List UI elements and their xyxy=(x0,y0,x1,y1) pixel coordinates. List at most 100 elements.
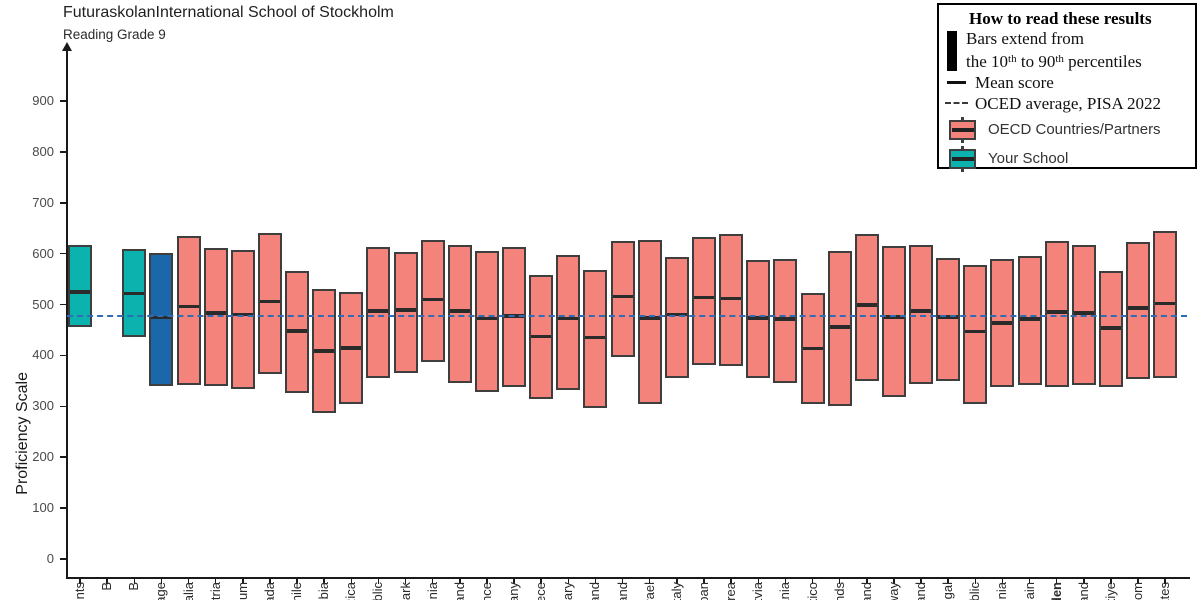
mean-line xyxy=(314,349,335,353)
bar xyxy=(637,239,662,405)
page-title: FuturaskolanInternational School of Stoc… xyxy=(63,4,394,21)
x-tick-label-text: Colombia xyxy=(316,582,331,600)
x-axis-tick xyxy=(106,578,108,584)
mean-line xyxy=(911,309,932,313)
bar xyxy=(393,252,418,374)
x-tick-label-text: Germany xyxy=(506,582,521,600)
x-axis-tick xyxy=(784,578,787,584)
bar xyxy=(339,292,364,405)
x-axis-tick xyxy=(730,578,732,584)
bar xyxy=(746,259,771,378)
y-axis-arrow xyxy=(62,42,72,51)
x-axis-tick xyxy=(431,578,434,584)
dashed-line-icon xyxy=(945,102,968,104)
mean-line xyxy=(992,321,1013,325)
percentile-range-icon xyxy=(947,31,957,71)
x-tick-label-text: B xyxy=(126,582,142,591)
legend-countries-label: OECD Countries/Partners xyxy=(988,121,1161,138)
x-axis-tick xyxy=(1083,578,1085,584)
mean-line xyxy=(612,294,633,299)
mean-line xyxy=(205,311,226,315)
mean-line xyxy=(1019,317,1040,321)
x-axis-tick xyxy=(160,578,163,584)
x-axis-tick xyxy=(1137,578,1139,584)
legend-box: How to read these results Bars extend fr… xyxy=(937,3,1197,172)
oecd-average-line xyxy=(67,315,1187,318)
x-tick-label-text: Finland xyxy=(452,582,467,600)
x-axis-tick xyxy=(377,578,380,584)
x-tick-label-text: Greece xyxy=(533,582,548,600)
y-tick-label: 600 xyxy=(32,245,54,261)
legend-school-label: Your School xyxy=(988,150,1069,167)
y-axis-tick xyxy=(60,405,67,408)
mean-line xyxy=(1155,301,1176,306)
x-axis-tick xyxy=(974,578,977,584)
mean-line xyxy=(1073,311,1094,315)
legend-percentile-text: Bars extend from the 10th to 90th percen… xyxy=(966,29,1142,71)
y-tick-label: 900 xyxy=(32,92,54,108)
legend-oecd-average-label: OCED average, PISA 2022 xyxy=(975,94,1162,113)
x-axis-tick xyxy=(893,578,895,584)
mean-line xyxy=(585,335,606,340)
bar xyxy=(854,234,879,381)
x-tick-label-text: B xyxy=(99,582,115,591)
y-tick-label: 200 xyxy=(32,449,54,465)
x-tick-label-text: Canada xyxy=(262,582,277,600)
bar xyxy=(1153,230,1178,378)
y-tick-label: 100 xyxy=(32,500,54,516)
y-axis-tick xyxy=(60,202,67,204)
y-axis-tick xyxy=(60,354,67,357)
x-tick-label-text: Estonia xyxy=(425,582,440,600)
mean-line xyxy=(395,308,416,312)
mean-line xyxy=(721,296,742,301)
bar xyxy=(230,250,255,390)
mean-line xyxy=(124,291,145,296)
bar xyxy=(719,233,744,366)
x-tick-label-text: Netherlands xyxy=(832,582,847,600)
bar xyxy=(176,235,201,385)
legend-mean-label: Mean score xyxy=(975,73,1054,92)
bar xyxy=(583,269,608,408)
mean-line xyxy=(287,329,308,333)
y-tick-label: 300 xyxy=(32,398,54,414)
bar xyxy=(366,246,391,379)
mean-line xyxy=(70,290,90,294)
x-axis-tick xyxy=(838,578,841,584)
y-axis-tick xyxy=(60,558,67,560)
y-axis-tick xyxy=(60,100,67,102)
x-axis-tick xyxy=(350,578,353,584)
bar xyxy=(447,245,472,384)
mean-line xyxy=(341,346,362,350)
x-tick-label-text: Latvia xyxy=(750,582,766,600)
mean-line xyxy=(558,316,579,321)
x-axis-tick xyxy=(513,578,515,584)
mean-line xyxy=(232,312,253,316)
x-axis-tick xyxy=(703,578,705,584)
bar xyxy=(691,236,716,366)
x-tick-label-text: Belgium xyxy=(235,582,250,600)
mean-line xyxy=(259,299,280,304)
x-tick-label-text: OECD average xyxy=(153,582,168,600)
x-axis-tick xyxy=(323,578,325,584)
mean-line xyxy=(748,316,769,320)
bar xyxy=(68,244,92,328)
y-axis-line xyxy=(66,46,68,578)
bar xyxy=(1044,240,1069,388)
bar xyxy=(257,232,282,374)
x-tick-label-text: Lithuania xyxy=(777,582,792,600)
mean-line xyxy=(856,303,877,307)
bar xyxy=(1017,256,1042,385)
x-axis-tick xyxy=(1055,578,1058,584)
x-axis-tick xyxy=(866,578,868,584)
bar xyxy=(990,259,1015,388)
mean-line xyxy=(178,304,199,309)
y-axis-tick xyxy=(60,252,67,255)
y-tick-label: 500 xyxy=(32,296,54,312)
x-axis-tick xyxy=(1001,578,1004,584)
x-tick-label-text: Slovak Republic xyxy=(967,582,982,600)
x-axis-tick xyxy=(133,578,135,584)
bar xyxy=(556,255,581,391)
bar xyxy=(149,253,174,386)
x-axis-tick xyxy=(757,578,759,584)
